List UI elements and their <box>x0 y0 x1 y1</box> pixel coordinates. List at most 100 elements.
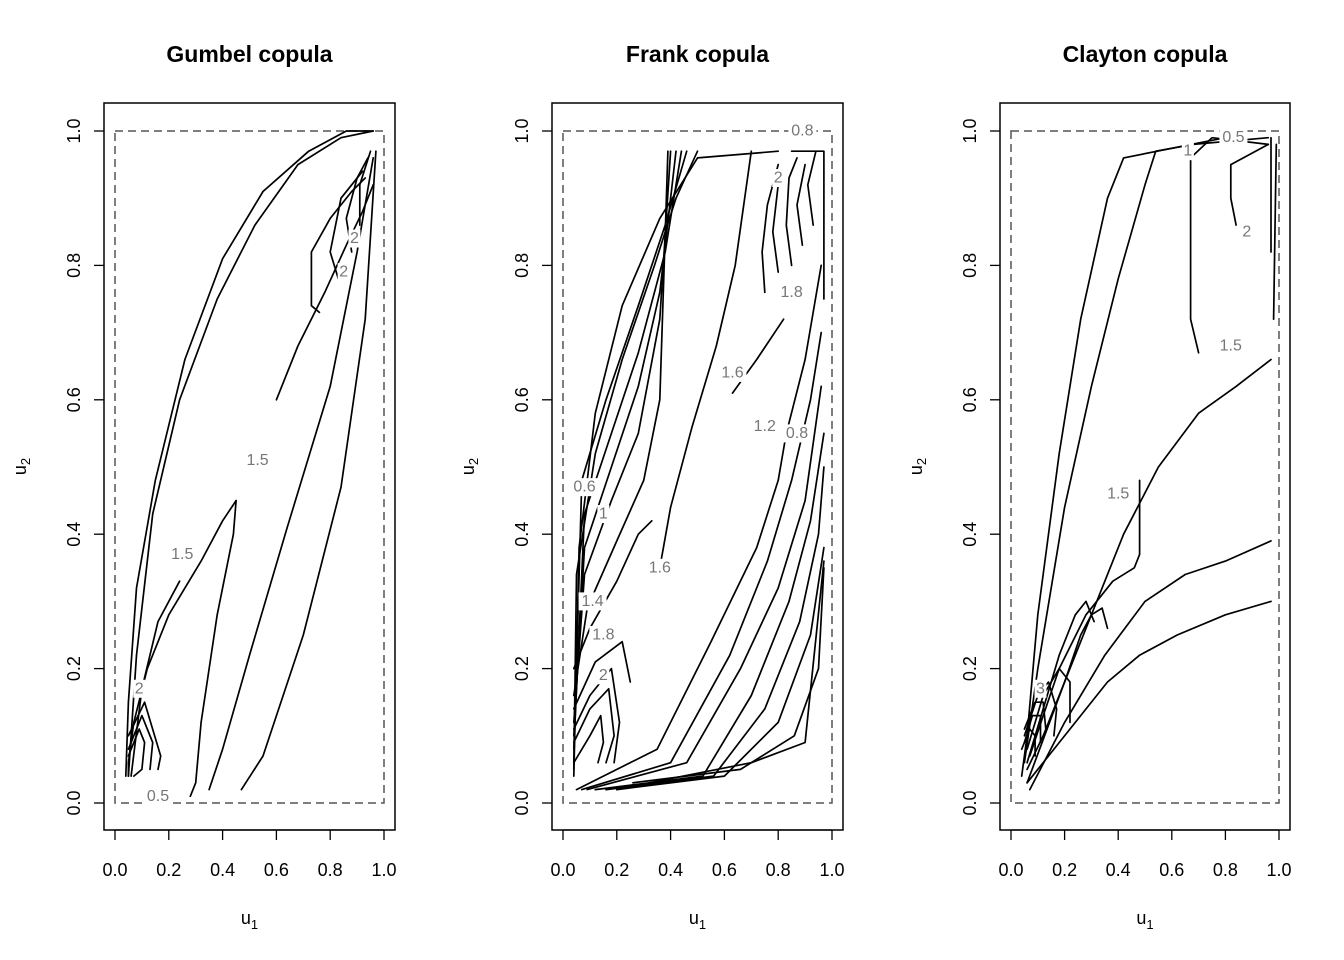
contour-line <box>790 150 825 300</box>
x-tick-label: 0.6 <box>1159 860 1184 880</box>
contour-line <box>796 163 806 247</box>
contour-line <box>130 580 181 777</box>
contour-line <box>1028 479 1141 757</box>
contour-level-label: 1.6 <box>721 364 743 381</box>
y-axis-label-subscript: 2 <box>914 458 929 465</box>
contour-level-label: 1 <box>599 506 608 523</box>
contour-label-bg <box>1219 128 1248 147</box>
contour-line <box>572 714 605 764</box>
x-tick-label: 0.4 <box>210 860 235 880</box>
x-axis-label-subscript: 1 <box>251 917 258 932</box>
unit-square-outline <box>114 130 385 804</box>
contour-line <box>208 157 375 791</box>
contour-level-label: 0.6 <box>573 479 595 496</box>
contour-line <box>771 183 780 273</box>
contour-line <box>572 667 621 764</box>
contour-line <box>124 130 375 777</box>
contour-label-bg <box>1181 142 1194 161</box>
y-tick-label: 1.0 <box>512 118 532 143</box>
y-tick-label: 0.0 <box>512 790 532 815</box>
contour-line <box>189 499 237 798</box>
y-axis-label: u2 <box>458 458 481 475</box>
y-tick-label: 0.6 <box>512 387 532 412</box>
x-tick-label: 0.2 <box>1052 860 1077 880</box>
contour-label-bg <box>168 545 197 564</box>
contour-level-label: 0.8 <box>786 425 808 442</box>
x-axis-label-text: u <box>241 908 251 928</box>
x-tick-label: 0.8 <box>1213 860 1238 880</box>
y-tick-label: 0.0 <box>64 790 84 815</box>
contour-level-label: 2 <box>339 264 348 281</box>
contour-line <box>240 150 377 791</box>
contour-level-label: 1 <box>1183 143 1192 160</box>
y-tick-label: 0.2 <box>64 656 84 681</box>
y-tick-label: 0.6 <box>960 387 980 412</box>
contour-line <box>572 519 653 670</box>
unit-square-outline <box>1010 130 1280 804</box>
x-tick-label: 0.2 <box>604 860 629 880</box>
contour-line <box>1023 701 1047 730</box>
contour-line <box>1023 714 1042 744</box>
x-tick-label: 0.4 <box>1106 860 1131 880</box>
y-tick-label: 0.6 <box>64 387 84 412</box>
x-tick-label: 0.2 <box>156 860 181 880</box>
contour-label-bg <box>788 122 817 140</box>
contour-level-label: 2 <box>135 680 144 697</box>
panel-title: Clayton copula <box>1063 41 1228 67</box>
contour-line <box>1272 143 1278 321</box>
contour-line <box>580 331 823 791</box>
x-tick-label: 0.8 <box>318 860 343 880</box>
plot-frame <box>999 102 1291 831</box>
contour-line <box>1229 143 1270 226</box>
x-axis-label-subscript: 1 <box>699 917 706 932</box>
contour-line <box>572 150 683 751</box>
x-axis-label: u1 <box>241 908 258 932</box>
contour-line <box>806 150 817 226</box>
y-tick-label: 0.8 <box>64 253 84 278</box>
x-tick-label: 0.4 <box>658 860 683 880</box>
contour-label-bg <box>597 666 610 685</box>
x-axis-label: u1 <box>689 908 706 932</box>
contour-line <box>575 264 823 791</box>
x-tick-label: 0.6 <box>712 860 737 880</box>
contour-label-bg <box>1034 679 1047 698</box>
contour-line <box>648 560 825 784</box>
x-axis-label-text: u <box>689 908 699 928</box>
contour-label-bg <box>645 558 674 577</box>
contour-line <box>1026 667 1071 751</box>
x-tick-label: 0.6 <box>264 860 289 880</box>
y-axis-label-subscript: 2 <box>466 458 481 465</box>
x-axis-label: u1 <box>1136 908 1153 932</box>
x-axis-label-text: u <box>1136 908 1146 928</box>
contour-line <box>127 714 154 771</box>
y-tick-label: 0.4 <box>512 522 532 547</box>
contour-label-bg <box>597 505 610 524</box>
x-tick-label: 0.0 <box>550 860 575 880</box>
contour-level-label: 2 <box>350 230 359 247</box>
contour-level-label: 0.5 <box>1222 129 1244 146</box>
contour-label-bg <box>578 592 607 611</box>
contour-line <box>1028 540 1272 791</box>
contour-level-label: 1.8 <box>781 284 803 301</box>
y-tick-label: 1.0 <box>64 118 84 143</box>
contour-label-bg <box>348 229 361 248</box>
contour-level-label: 1.5 <box>1107 485 1129 502</box>
y-tick-label: 0.2 <box>512 656 532 681</box>
contour-label-bg <box>133 679 146 698</box>
contour-line <box>127 701 162 771</box>
y-axis-label-text: u <box>906 465 926 475</box>
contour-line <box>127 130 375 777</box>
y-tick-label: 0.8 <box>960 253 980 278</box>
contour-label-bg <box>772 169 785 188</box>
contour-level-label: 1.8 <box>592 627 614 644</box>
panel-1: Gumbel copula 0.0 0.2 0.4 0.6 0.8 1.0 0.0 0.2 0.4… <box>10 41 397 932</box>
contour-level-label: 1.5 <box>171 546 193 563</box>
contour-label-bg <box>777 283 806 302</box>
contour-label-bg <box>144 787 173 806</box>
contour-label-bg <box>337 263 350 282</box>
contour-level-label: 2 <box>599 667 608 684</box>
y-axis-label-text: u <box>10 465 30 475</box>
y-tick-label: 0.4 <box>960 522 980 547</box>
contour-label-bg <box>718 363 747 382</box>
